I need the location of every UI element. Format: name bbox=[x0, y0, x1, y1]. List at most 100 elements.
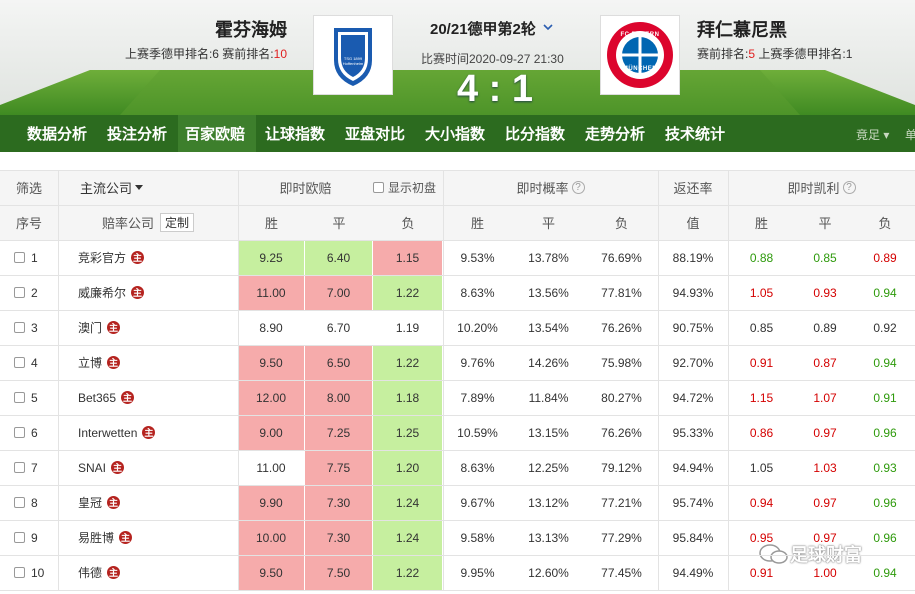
help-icon[interactable]: ? bbox=[842, 181, 856, 194]
prob-value: 13.15% bbox=[528, 425, 569, 440]
main-badge: 主 bbox=[107, 356, 121, 369]
row-no-text: 8 bbox=[31, 495, 38, 510]
row-border bbox=[0, 380, 915, 381]
row-no-text: 10 bbox=[31, 565, 45, 580]
kelly-value: 0.95 bbox=[749, 530, 774, 545]
away-last-season: 上赛季德甲排名:1 bbox=[758, 47, 853, 61]
nav-item[interactable]: 数据分析 bbox=[26, 126, 87, 143]
odds-value: 7.30 bbox=[305, 521, 373, 555]
row-no: 10 bbox=[0, 555, 58, 590]
nav-item[interactable]: 亚盘对比 bbox=[344, 126, 405, 143]
company-name[interactable]: SNAI bbox=[78, 460, 107, 475]
kelly-value: 0.97 bbox=[813, 530, 837, 545]
prob-value: 9.95% bbox=[460, 565, 495, 580]
row-no-text: 1 bbox=[31, 250, 38, 265]
prob-value: 9.58% bbox=[460, 530, 495, 545]
odds-value: 1.22 bbox=[373, 346, 443, 380]
row-no: 3 bbox=[0, 310, 58, 345]
row-no: 6 bbox=[0, 415, 58, 450]
kelly-value: 0.86 bbox=[749, 425, 774, 440]
show-initial-checkbox[interactable] bbox=[373, 182, 384, 193]
watermark-icon bbox=[759, 544, 788, 564]
nav-extra[interactable]: 竟足 ▾ bbox=[856, 128, 890, 142]
row-no: 8 bbox=[0, 485, 58, 520]
company: 皇冠主 bbox=[58, 485, 238, 520]
prob-col-header: 负 bbox=[585, 205, 658, 240]
show-initial-label[interactable]: 显示初盘 bbox=[388, 181, 437, 195]
match-round[interactable]: 20/21德甲第2轮 bbox=[430, 21, 536, 38]
nav-cut[interactable]: 单 bbox=[905, 128, 915, 142]
kelly-value: 1.05 bbox=[749, 460, 774, 475]
nav-item[interactable]: 百家欧赔 bbox=[184, 126, 245, 143]
nav-item[interactable]: 技术统计 bbox=[664, 126, 725, 143]
row-checkbox[interactable] bbox=[14, 392, 25, 403]
return-value: 94.49% bbox=[672, 565, 714, 580]
company-name[interactable]: Bet365 bbox=[78, 390, 117, 405]
row-border bbox=[0, 590, 915, 591]
away-pre-rank: 5 bbox=[748, 47, 756, 61]
company-name[interactable]: 威廉希尔 bbox=[78, 286, 127, 300]
main-badge: 主 bbox=[111, 461, 125, 474]
odds-value: 1.22 bbox=[373, 276, 443, 310]
row-checkbox[interactable] bbox=[14, 252, 25, 263]
nav-extra-label[interactable]: 竟足 bbox=[856, 128, 881, 142]
row-checkbox[interactable] bbox=[14, 567, 25, 578]
company-name[interactable]: 立博 bbox=[78, 356, 103, 370]
odds-col-header: 胜 bbox=[238, 205, 305, 240]
kelly-value: 0.94 bbox=[749, 495, 774, 510]
row-no-text: 6 bbox=[31, 425, 38, 440]
odds-value: 1.24 bbox=[373, 521, 443, 555]
kelly-value: 0.92 bbox=[873, 320, 897, 335]
prob-value: 77.21% bbox=[601, 495, 642, 510]
kelly-value: 0.94 bbox=[873, 355, 897, 370]
nav-item[interactable]: 投注分析 bbox=[106, 126, 167, 143]
row-checkbox[interactable] bbox=[14, 357, 25, 368]
odds-value: 12.00 bbox=[238, 381, 305, 415]
row-checkbox[interactable] bbox=[14, 322, 25, 333]
main-companies-header[interactable]: 主流公司 bbox=[58, 170, 238, 205]
row-border bbox=[0, 170, 915, 171]
odds-value: 6.50 bbox=[305, 346, 373, 380]
company-name[interactable]: Interwetten bbox=[78, 425, 138, 440]
filter-header: 筛选 bbox=[0, 170, 58, 205]
customize-button[interactable]: 定制 bbox=[160, 213, 195, 232]
return-value: 94.72% bbox=[672, 390, 714, 405]
prob-value: 11.84% bbox=[528, 390, 569, 405]
main-companies-label[interactable]: 主流公司 bbox=[80, 181, 133, 196]
kelly-value: 0.93 bbox=[873, 460, 897, 475]
odds-value: 1.15 bbox=[373, 241, 443, 275]
prob-value: 76.26% bbox=[601, 425, 642, 440]
row-checkbox[interactable] bbox=[14, 497, 25, 508]
row-checkbox[interactable] bbox=[14, 287, 25, 298]
company-name[interactable]: 竞彩官方 bbox=[78, 251, 127, 265]
nav-item[interactable]: 比分指数 bbox=[504, 126, 565, 143]
company-name[interactable]: 易胜博 bbox=[78, 531, 115, 545]
row-checkbox[interactable] bbox=[14, 427, 25, 438]
prob-value: 76.69% bbox=[601, 250, 642, 265]
company-name[interactable]: 皇冠 bbox=[78, 496, 103, 510]
round-dropdown-icon[interactable] bbox=[543, 22, 553, 32]
row-checkbox[interactable] bbox=[14, 532, 25, 543]
kelly-value: 0.89 bbox=[813, 320, 837, 335]
company-name[interactable]: 澳门 bbox=[78, 321, 103, 335]
row-border bbox=[0, 555, 915, 556]
kelly-value: 0.91 bbox=[749, 565, 774, 580]
row-no: 9 bbox=[0, 520, 58, 555]
nav-item[interactable]: 让球指数 bbox=[264, 126, 325, 143]
nav-item[interactable]: 走势分析 bbox=[584, 126, 645, 143]
prob-value: 9.53% bbox=[460, 250, 495, 265]
show-initial-header[interactable]: 显示初盘 bbox=[373, 170, 443, 205]
home-pre-rank: 10 bbox=[273, 47, 287, 61]
help-icon[interactable]: ? bbox=[571, 181, 585, 194]
no-header: 序号 bbox=[0, 205, 58, 240]
dropdown-arrow[interactable] bbox=[135, 185, 144, 190]
odds-value: 9.50 bbox=[238, 556, 305, 590]
nav-item[interactable]: 大小指数 bbox=[424, 126, 485, 143]
kelly-value: 0.85 bbox=[813, 250, 837, 265]
row-border bbox=[0, 240, 915, 241]
row-checkbox[interactable] bbox=[14, 462, 25, 473]
away-logo-text: FC BAYERN MÜNCHEN bbox=[620, 32, 660, 72]
row-border bbox=[0, 520, 915, 521]
company-name[interactable]: 伟德 bbox=[78, 566, 103, 580]
return-rate-header: 返还率 bbox=[658, 170, 728, 205]
